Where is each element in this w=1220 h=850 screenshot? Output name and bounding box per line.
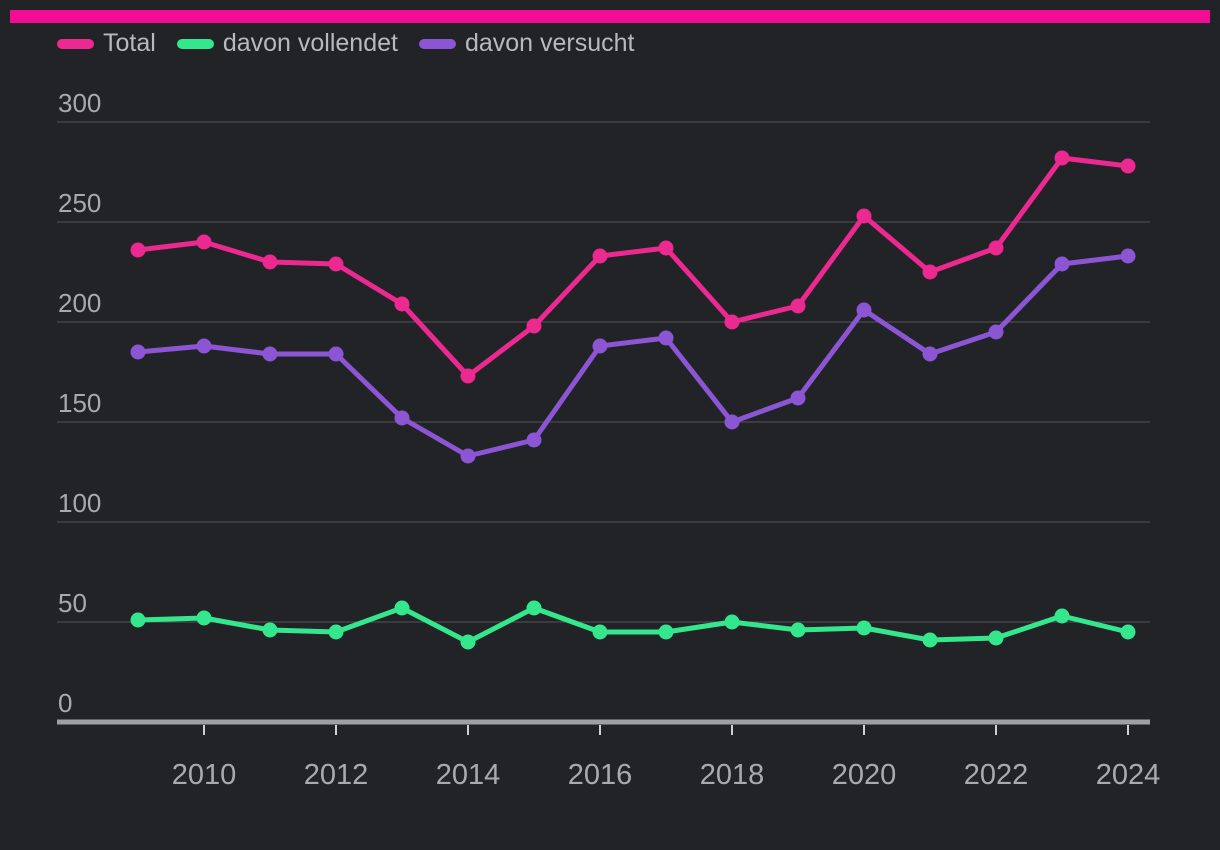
data-point [1054,150,1070,166]
x-tick-label: 2010 [172,759,237,791]
legend-swatch-total [57,38,94,49]
data-point [130,242,146,258]
data-point [196,234,212,250]
y-tick-label: 250 [58,188,101,218]
data-point [1054,256,1070,272]
x-tick-label: 2016 [568,759,633,791]
y-axis-labels: 0 50 100 150 200 250 300 [58,88,101,718]
data-point [1120,248,1136,264]
legend-label-total: Total [103,29,156,57]
data-point [988,630,1004,646]
data-point [460,634,476,650]
data-point [592,248,608,264]
data-point [526,318,542,334]
legend-item-total: Total [57,31,156,56]
data-point [196,610,212,626]
series-davon-versucht [130,248,1136,464]
series-total [130,150,1136,384]
x-tick-label: 2020 [832,759,897,791]
data-point [790,298,806,314]
data-point [922,264,938,280]
data-point [262,346,278,362]
legend-label-versucht: davon versucht [464,29,635,57]
data-point [592,338,608,354]
data-point [262,254,278,270]
data-point [1120,158,1136,174]
data-point [328,256,344,272]
data-point [922,346,938,362]
legend-swatch-versucht [418,38,456,49]
legend-swatch-vollendet [176,38,214,49]
data-point [328,346,344,362]
data-point [592,624,608,640]
x-tick-label: 2022 [964,759,1029,791]
data-point [988,324,1004,340]
legend-item-versucht: davon versucht [418,29,635,57]
x-tick-label: 2018 [700,759,765,791]
data-point [658,330,674,346]
data-point [856,620,872,636]
data-point [724,614,740,630]
x-axis-labels: 2010 2012 2014 2016 2018 2020 2022 2024 [172,759,1161,791]
x-tick-label: 2024 [1096,759,1161,791]
data-point [526,600,542,616]
data-point [394,410,410,426]
data-point [262,622,278,638]
data-point [988,240,1004,256]
y-tick-label: 0 [58,688,72,718]
y-tick-label: 200 [58,288,101,318]
data-point [790,390,806,406]
y-tick-label: 150 [58,388,101,418]
y-tick-label: 50 [58,588,87,618]
data-point [394,600,410,616]
data-point [856,302,872,318]
data-point [922,632,938,648]
y-tick-label: 100 [58,488,101,518]
data-point [460,368,476,384]
series-line [135,253,1131,459]
data-point [130,612,146,628]
legend-label-vollendet: davon vollendet [222,29,398,57]
data-point [1054,608,1070,624]
data-point [724,414,740,430]
x-tick-label: 2014 [436,759,501,791]
data-point [658,624,674,640]
data-point [328,624,344,640]
data-point [196,338,212,354]
data-point [1120,624,1136,640]
data-point [394,296,410,312]
gridlines [57,121,1150,623]
data-point [526,432,542,448]
data-point [130,344,146,360]
data-point [790,622,806,638]
data-point [460,448,476,464]
data-point [724,314,740,330]
data-point [658,240,674,256]
data-point [856,208,872,224]
header-accent-bar [10,10,1210,23]
chart-legend: Total davon vollendet davon versucht [57,31,635,56]
series-line [135,605,1131,645]
legend-item-vollendet: davon vollendet [176,29,398,57]
x-axis-ticks [203,725,1129,735]
y-tick-label: 300 [58,88,101,118]
series-line [135,155,1131,379]
x-tick-label: 2012 [304,759,369,791]
series-davon-vollendet [130,600,1136,650]
